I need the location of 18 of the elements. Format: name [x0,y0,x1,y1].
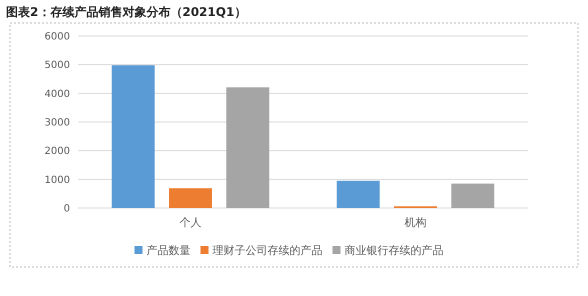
legend-label: 理财子公司存续的产品 [212,244,322,257]
bar [336,180,380,208]
y-tick-label: 0 [64,204,70,214]
y-tick-label: 1000 [44,174,70,186]
y-tick-label: 6000 [44,32,70,42]
y-tick-label: 3000 [44,118,70,128]
y-tick-label: 5000 [44,60,70,72]
bar [169,188,212,208]
x-tick-label: 个人 [180,216,202,229]
legend-label: 商业银行存续的产品 [344,244,444,257]
bar [451,184,494,208]
y-tick-label: 2000 [44,146,70,158]
legend-label: 产品数量 [146,244,190,257]
y-tick-label: 4000 [44,88,70,100]
chart-title: 图表2：存续产品销售对象分布（2021Q1） [6,5,246,19]
bar [112,65,155,208]
x-tick-label: 机构 [404,216,426,229]
bar [226,87,270,208]
